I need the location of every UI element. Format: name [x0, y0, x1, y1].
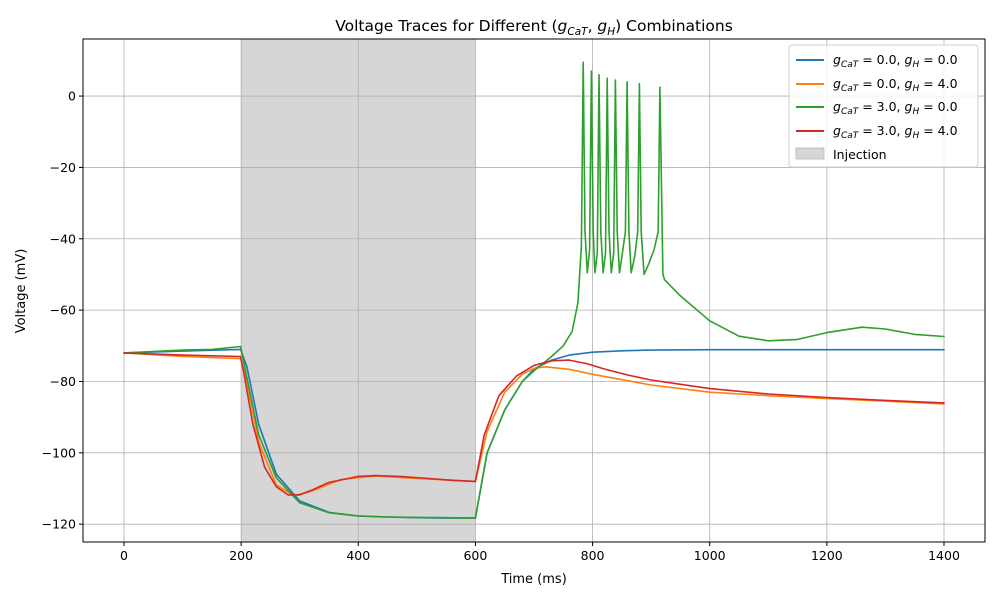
legend: gCaT = 0.0, gH = 0.0 gCaT = 0.0, gH = 4.…	[788, 44, 979, 168]
plot-area	[82, 38, 986, 543]
y-tick-label: −120	[42, 517, 76, 532]
y-tick-label: −40	[50, 231, 76, 246]
y-tick-label: −20	[50, 160, 76, 175]
axes-frame	[82, 38, 986, 543]
legend-label-series-2: gCaT = 3.0, gH = 0.0	[833, 99, 958, 117]
series-lines	[123, 61, 945, 519]
x-tick-label: 800	[581, 548, 605, 563]
legend-label-series-3: gCaT = 3.0, gH = 4.0	[833, 123, 958, 141]
x-tick-label: 1000	[694, 548, 726, 563]
chart-title: Voltage Traces for Different (gCaT, gH) …	[335, 17, 733, 38]
series-line-3	[123, 352, 945, 496]
series-line-1	[123, 352, 945, 497]
y-tick-label: −60	[50, 303, 76, 318]
x-axis-label: Time (ms)	[500, 572, 567, 587]
y-axis-ticks: −120 −100 −80 −60 −40 −20 0	[42, 89, 83, 532]
x-tick-label: 1200	[811, 548, 843, 563]
y-tick-label: −80	[50, 374, 76, 389]
series-line-2	[123, 61, 945, 519]
y-tick-label: −100	[42, 445, 76, 460]
x-tick-label: 600	[463, 548, 487, 563]
legend-label-injection: Injection	[833, 147, 887, 162]
y-tick-label: 0	[68, 89, 76, 104]
legend-label-series-1: gCaT = 0.0, gH = 4.0	[833, 76, 958, 94]
x-tick-label: 200	[229, 548, 253, 563]
legend-label-series-0: gCaT = 0.0, gH = 0.0	[833, 52, 958, 70]
legend-box	[788, 44, 979, 168]
x-tick-label: 0	[120, 548, 128, 563]
x-axis-ticks: 0 200 400 600 800 1000 1200 1400	[120, 542, 960, 563]
y-axis-label: Voltage (mV)	[14, 249, 29, 334]
x-tick-label: 400	[346, 548, 370, 563]
legend-swatch-injection	[795, 147, 825, 160]
x-tick-label: 1400	[928, 548, 960, 563]
